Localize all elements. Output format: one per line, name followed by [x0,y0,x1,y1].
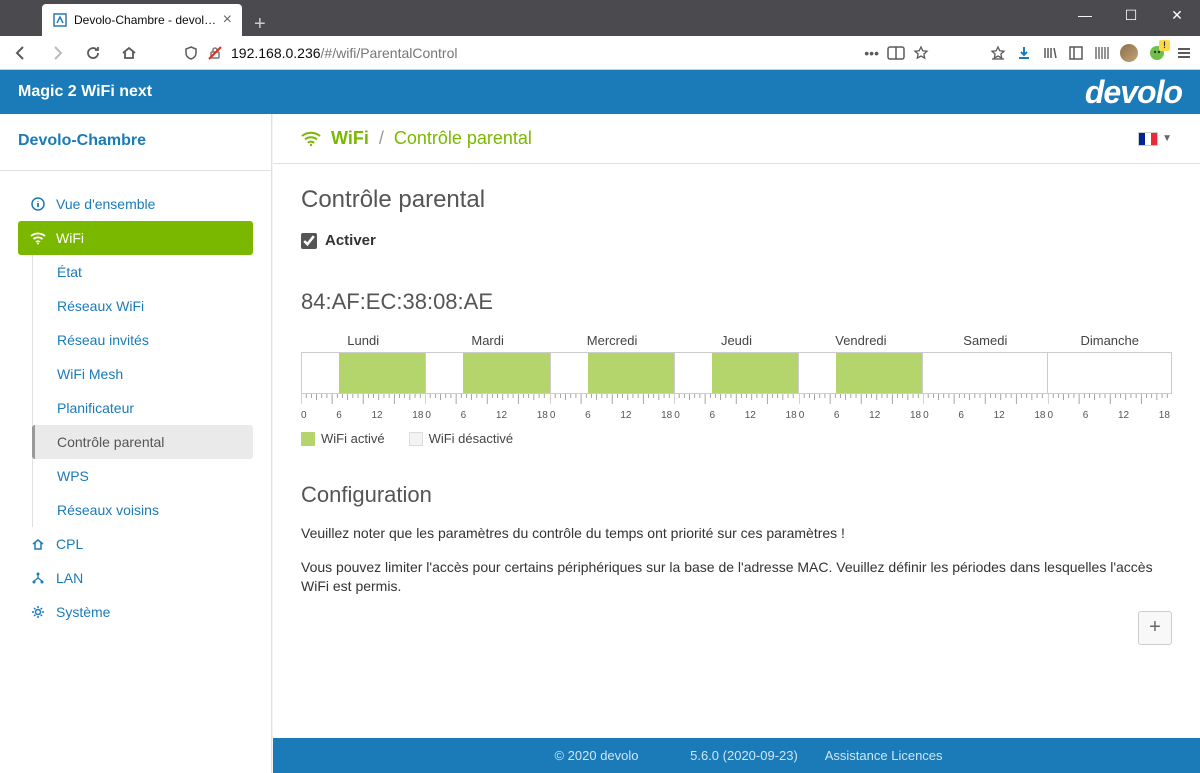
browser-chrome: — ☐ ✕ Devolo-Chambre - devolo Mag × + [0,0,1200,70]
activate-checkbox[interactable] [301,233,317,249]
sidebar-item-wps[interactable]: WPS [33,459,253,493]
window-controls: — ☐ ✕ [1062,0,1200,30]
window-minimize[interactable]: — [1062,0,1108,30]
shield-icon[interactable] [183,45,199,61]
url-text: 192.168.0.236/#/wifi/ParentalControl [231,45,856,61]
browser-tab[interactable]: Devolo-Chambre - devolo Mag × [42,4,242,36]
reader-icon[interactable] [887,46,905,60]
product-title: Magic 2 WiFi next [18,83,152,101]
most-visited-icon[interactable] [990,45,1006,61]
sidebar-item-parental[interactable]: Contrôle parental [32,425,253,459]
day-cell[interactable] [302,353,426,393]
download-icon[interactable] [1016,45,1032,61]
profile-avatar[interactable] [1120,44,1138,62]
nav-forward-button[interactable] [44,40,70,66]
breadcrumb: WiFi / Contrôle parental [301,128,532,149]
config-note-2: Vous pouvez limiter l'accès pour certain… [301,558,1172,597]
address-bar: 192.168.0.236/#/wifi/ParentalControl ••• [0,36,1200,70]
day-label: Samedi [923,333,1047,352]
tab-close-icon[interactable]: × [223,11,232,29]
toolbar-right [990,44,1192,62]
info-icon [30,197,46,211]
page-title: Contrôle parental [301,186,1172,214]
config-title: Configuration [301,482,1172,508]
day-label: Lundi [301,333,425,352]
sidebar-item-voisins[interactable]: Réseaux voisins [33,493,253,527]
tab-title: Devolo-Chambre - devolo Mag [74,13,217,27]
footer-version: 5.6.0 (2020-09-23) [690,748,798,763]
breadcrumb-leaf: Contrôle parental [394,128,532,149]
config-note-1: Veuillez noter que les paramètres du con… [301,524,1172,544]
sidebar-toggle-icon[interactable] [1068,45,1084,61]
sidebar-item-invites[interactable]: Réseau invités [33,323,253,357]
day-cell[interactable] [923,353,1047,393]
footer-support-link[interactable]: Assistance [825,748,888,763]
day-cell[interactable] [551,353,675,393]
add-button[interactable]: + [1138,611,1172,645]
home-icon [30,537,46,551]
sidebar-item-label: Système [56,604,110,620]
mac-address: 84:AF:EC:38:08:AE [301,289,1172,315]
breadcrumb-sep: / [379,128,384,149]
hamburger-menu-icon[interactable] [1176,45,1192,61]
sidebar-item-lan[interactable]: LAN [18,561,253,595]
day-label: Vendredi [799,333,923,352]
sidebar-item-reseaux[interactable]: Réseaux WiFi [33,289,253,323]
day-label: Dimanche [1048,333,1172,352]
sidebar-item-system[interactable]: Système [18,595,253,629]
day-label: Mardi [425,333,549,352]
nav-back-button[interactable] [8,40,34,66]
sidebar-item-etat[interactable]: État [33,255,253,289]
content: WiFi / Contrôle parental ▼ Contrôle pare… [273,114,1200,773]
tab-favicon-icon [52,12,68,28]
flag-icon [1138,132,1158,146]
sidebar-item-label: Vue d'ensemble [56,196,155,212]
sidebar-item-label: LAN [56,570,83,586]
activate-label[interactable]: Activer [325,232,376,249]
sidebar-item-mesh[interactable]: WiFi Mesh [33,357,253,391]
chevron-down-icon: ▼ [1162,133,1172,144]
day-label: Jeudi [674,333,798,352]
more-icon[interactable]: ••• [864,45,879,61]
day-cell[interactable] [426,353,550,393]
legend-inactive: WiFi désactivé [409,431,514,446]
sidebar-item-overview[interactable]: Vue d'ensemble [18,187,253,221]
url-field[interactable]: 192.168.0.236/#/wifi/ParentalControl ••• [172,39,940,67]
sidebar-item-planif[interactable]: Planificateur [33,391,253,425]
footer-licenses-link[interactable]: Licences [891,748,942,763]
sidebar: Devolo-Chambre Vue d'ensemble WiFi État … [0,114,272,773]
page: Magic 2 WiFi next devolo Devolo-Chambre … [0,70,1200,773]
brand-logo: devolo [1085,74,1182,111]
new-tab-button[interactable]: + [242,13,278,36]
day-cell[interactable] [799,353,923,393]
gear-icon [30,605,46,619]
extension-icon[interactable] [1148,44,1166,62]
device-name: Devolo-Chambre [0,128,271,171]
sidebar-item-cpl[interactable]: CPL [18,527,253,561]
star-icon[interactable] [913,45,929,61]
sidebar-item-label: WiFi [56,230,84,246]
insecure-lock-icon[interactable] [207,45,223,61]
day-label: Mercredi [550,333,674,352]
breadcrumb-root[interactable]: WiFi [331,128,369,149]
sidebar-item-label: CPL [56,536,83,552]
network-icon [30,571,46,585]
footer: © 2020 devolo 5.6.0 (2020-09-23) Assista… [273,738,1200,773]
day-cell[interactable] [675,353,799,393]
day-cell[interactable] [1048,353,1171,393]
language-selector[interactable]: ▼ [1138,132,1172,146]
library-icon[interactable] [1042,45,1058,61]
wifi-icon [301,131,321,147]
schedule-chart: LundiMardiMercrediJeudiVendrediSamediDim… [301,333,1172,446]
nav-home-button[interactable] [116,40,142,66]
sidebar-item-wifi[interactable]: WiFi [18,221,253,255]
footer-copyright: © 2020 devolo [554,748,638,763]
legend-active: WiFi activé [301,431,385,446]
top-banner: Magic 2 WiFi next devolo [0,70,1200,114]
wifi-icon [30,231,46,245]
ruler-icon[interactable] [1094,45,1110,61]
window-close[interactable]: ✕ [1154,0,1200,30]
window-maximize[interactable]: ☐ [1108,0,1154,30]
nav-reload-button[interactable] [80,40,106,66]
